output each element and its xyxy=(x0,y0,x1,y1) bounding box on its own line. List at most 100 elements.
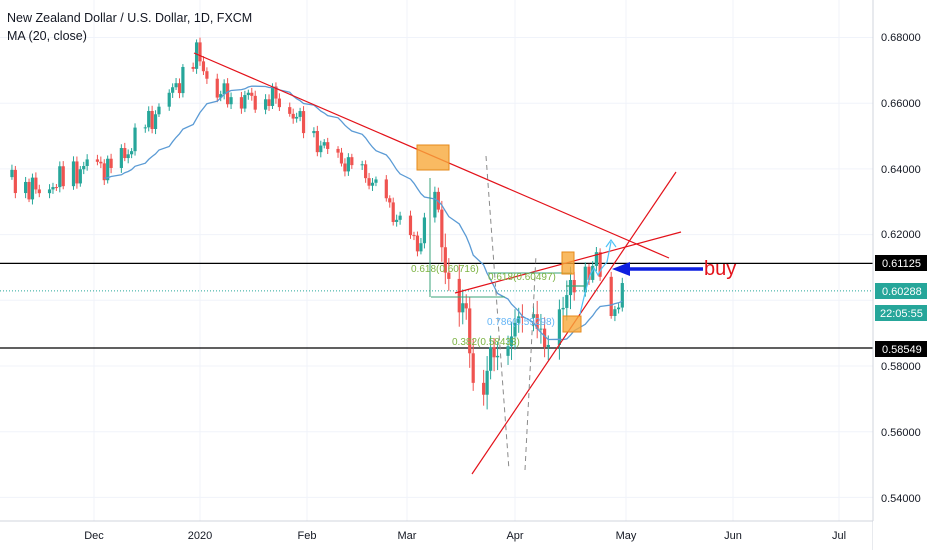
time-tick-label: Mar xyxy=(398,530,417,542)
candle-body xyxy=(133,127,137,152)
candle-body xyxy=(263,99,268,110)
candle-body xyxy=(489,347,493,371)
candle-body xyxy=(598,252,602,277)
candle-body xyxy=(419,243,423,252)
candle-body xyxy=(543,328,547,348)
time-tick-label: Jun xyxy=(724,530,742,542)
candle-body xyxy=(253,95,257,110)
candle-body xyxy=(517,316,521,323)
candle-body xyxy=(30,177,35,200)
candle-body xyxy=(75,161,79,184)
time-tick-label: May xyxy=(616,530,637,542)
support-tag xyxy=(875,341,927,357)
candle-body xyxy=(177,83,182,94)
candle-body xyxy=(109,158,113,168)
candle-body xyxy=(219,94,223,98)
price-tick-label: 0.56000 xyxy=(881,427,921,439)
candle-body xyxy=(205,71,209,79)
candle-body xyxy=(143,127,147,129)
candle-body xyxy=(471,353,475,383)
candle-body xyxy=(546,344,550,348)
resistance-tag xyxy=(875,255,927,271)
moving-average-line xyxy=(104,85,623,341)
candle-body xyxy=(99,161,103,164)
highlight-box xyxy=(416,144,450,171)
candle-body xyxy=(531,314,536,318)
candle-body xyxy=(153,114,158,129)
candle-body xyxy=(613,309,617,317)
candle-body xyxy=(102,163,106,181)
candle-body xyxy=(147,110,151,128)
candle-body xyxy=(85,159,89,166)
candle-body xyxy=(408,215,413,236)
buy-arrow-head xyxy=(612,262,630,276)
time-tick-label: Jul xyxy=(832,530,846,542)
candle-body xyxy=(388,198,392,203)
candle-body xyxy=(415,235,420,252)
candle-body xyxy=(37,189,41,194)
candle-body xyxy=(226,83,230,105)
candle-body xyxy=(468,308,472,354)
candle-body xyxy=(174,83,178,88)
countdown-label: 22:05:55 xyxy=(880,308,923,320)
price-axis[interactable]: 0.68000 0.66000 0.64000 0.62000 0.58000 … xyxy=(881,32,921,505)
candle-body xyxy=(198,42,202,62)
candle-body xyxy=(398,215,402,220)
candle-body xyxy=(58,166,62,188)
time-axis[interactable]: Dec 2020 Feb Mar Apr May Jun Jul xyxy=(84,530,846,542)
candle-body xyxy=(51,187,55,190)
vertical-guide-line xyxy=(524,254,537,471)
indicator-label: MA (20, close) xyxy=(7,29,87,43)
candle-body xyxy=(191,66,195,69)
projection-path xyxy=(579,241,612,315)
countdown-tag xyxy=(875,305,927,321)
time-tick-label: Feb xyxy=(298,530,317,542)
candle-body xyxy=(495,355,500,358)
candle-body xyxy=(336,148,340,153)
candle-body xyxy=(339,152,344,164)
candle-body xyxy=(10,169,14,178)
candle-body xyxy=(27,181,31,200)
projection-arrowhead xyxy=(605,238,617,248)
candle-body xyxy=(561,307,565,310)
highlight-box xyxy=(561,251,575,275)
highlight-box xyxy=(562,315,582,333)
buy-annotation: buy xyxy=(704,258,736,280)
fib-label: 0.618(0.60497) xyxy=(488,272,556,283)
chart-drawings xyxy=(193,52,703,475)
chart-legend: New Zealand Dollar / U.S. Dollar, 1D, FX… xyxy=(7,9,252,45)
candle-body xyxy=(360,164,364,166)
candle-body xyxy=(594,252,598,266)
candle-body xyxy=(370,182,375,186)
candle-body xyxy=(433,191,437,218)
axis-corner xyxy=(873,521,932,550)
candle-body xyxy=(34,177,38,190)
chart-grid xyxy=(0,0,873,521)
candle-body xyxy=(395,219,399,222)
candle-body xyxy=(295,116,299,119)
candle-body xyxy=(315,131,319,153)
resistance-tag-label: 0.61125 xyxy=(882,258,921,270)
candle-body xyxy=(520,316,524,318)
candle-body xyxy=(620,283,624,308)
price-tick-label: 0.64000 xyxy=(881,164,921,176)
candle-body xyxy=(319,145,323,153)
candle-body xyxy=(274,86,278,99)
candle-body xyxy=(239,97,244,109)
candle-body xyxy=(171,87,175,93)
time-tick-label: Dec xyxy=(84,530,104,542)
price-tick-label: 0.54000 xyxy=(881,493,921,505)
candle-body xyxy=(506,346,510,356)
symbol-title: New Zealand Dollar / U.S. Dollar, 1D, FX… xyxy=(7,11,253,25)
support-tag-label: 0.58549 xyxy=(882,344,922,356)
candle-body xyxy=(447,272,451,279)
candle-body xyxy=(95,159,100,162)
candle-body xyxy=(78,169,82,184)
candle-body xyxy=(270,86,275,106)
candle-body xyxy=(150,110,154,129)
candle-body xyxy=(440,209,444,248)
candle-body xyxy=(13,169,17,194)
time-tick-label: Apr xyxy=(506,530,523,542)
candle-body xyxy=(391,202,395,222)
